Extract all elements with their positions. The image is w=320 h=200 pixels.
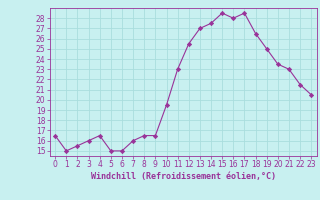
X-axis label: Windchill (Refroidissement éolien,°C): Windchill (Refroidissement éolien,°C) (91, 172, 276, 181)
